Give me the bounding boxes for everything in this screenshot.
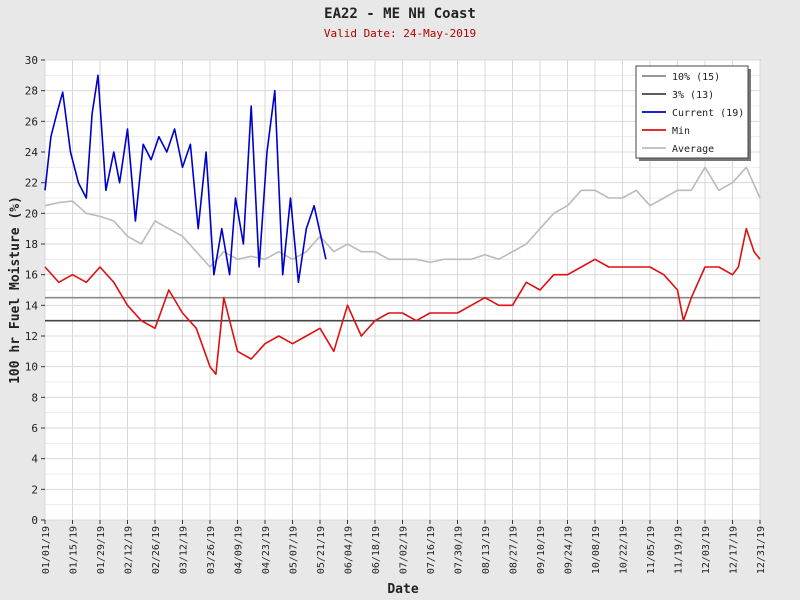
x-tick-label: 07/02/19 bbox=[399, 526, 410, 574]
x-tick-label: 07/30/19 bbox=[454, 526, 465, 574]
legend-label: Current (19) bbox=[672, 108, 744, 119]
x-tick-label: 02/12/19 bbox=[124, 526, 135, 574]
x-axis: 01/01/19 01/15/19 01/29/19 02/12/19 02/26/19… bbox=[41, 520, 767, 574]
series-average-line bbox=[44, 166, 761, 268]
x-tick-label: 01/01/19 bbox=[41, 526, 52, 574]
x-tick-label: 07/16/19 bbox=[426, 526, 437, 574]
y-tick-label: 28 bbox=[25, 85, 38, 98]
y-tick-label: 20 bbox=[25, 207, 38, 220]
y-tick-label: 30 bbox=[25, 54, 38, 67]
series-min-line bbox=[44, 227, 761, 376]
y-tick-label: 22 bbox=[25, 177, 38, 190]
y-tick-label: 6 bbox=[31, 422, 38, 435]
legend-label: Average bbox=[672, 144, 714, 155]
y-tick-label: 14 bbox=[25, 299, 39, 312]
x-tick-label: 12/17/19 bbox=[729, 526, 740, 574]
x-tick-label: 04/23/19 bbox=[261, 526, 272, 574]
x-tick-label: 01/29/19 bbox=[96, 526, 107, 574]
chart-title: EA22 - ME NH Coast bbox=[324, 6, 476, 22]
x-tick-label: 12/31/19 bbox=[756, 526, 767, 574]
legend: 10% (15) 3% (13) Current (19) Min Average bbox=[635, 65, 751, 161]
x-tick-label: 06/04/19 bbox=[344, 526, 355, 574]
reference-lines bbox=[45, 296, 760, 322]
x-tick-label: 09/10/19 bbox=[536, 526, 547, 574]
x-tick-label: 04/09/19 bbox=[234, 526, 245, 574]
x-tick-label: 06/18/19 bbox=[371, 526, 382, 574]
x-tick-label: 05/07/19 bbox=[289, 526, 300, 574]
x-tick-label: 11/19/19 bbox=[674, 526, 685, 574]
x-tick-label: 01/15/19 bbox=[69, 526, 80, 574]
y-tick-label: 4 bbox=[31, 453, 38, 466]
x-tick-label: 02/26/19 bbox=[151, 526, 162, 574]
y-tick-label: 2 bbox=[31, 483, 38, 496]
x-tick-label: 08/13/19 bbox=[481, 526, 492, 574]
legend-label: 10% (15) bbox=[672, 72, 720, 83]
series-current-line bbox=[44, 74, 327, 284]
x-axis-label: Date bbox=[387, 582, 418, 597]
y-tick-label: 12 bbox=[25, 330, 38, 343]
x-tick-label: 03/26/19 bbox=[206, 526, 217, 574]
y-tick-label: 18 bbox=[25, 238, 38, 251]
y-tick-label: 0 bbox=[31, 514, 38, 527]
legend-label: 3% (13) bbox=[672, 90, 714, 101]
x-tick-label: 03/12/19 bbox=[179, 526, 190, 574]
x-tick-label: 09/24/19 bbox=[564, 526, 575, 574]
y-tick-label: 16 bbox=[25, 269, 38, 282]
series-group bbox=[44, 74, 761, 376]
x-tick-label: 10/22/19 bbox=[619, 526, 630, 574]
x-tick-label: 08/27/19 bbox=[509, 526, 520, 574]
legend-label: Min bbox=[672, 126, 690, 137]
x-tick-label: 11/05/19 bbox=[646, 526, 657, 574]
y-tick-label: 10 bbox=[25, 361, 38, 374]
x-tick-label: 05/21/19 bbox=[316, 526, 327, 574]
y-tick-label: 26 bbox=[25, 115, 38, 128]
chart-subtitle: Valid Date: 24-May-2019 bbox=[323, 27, 477, 40]
x-tick-label: 10/08/19 bbox=[591, 526, 602, 574]
y-tick-label: 8 bbox=[31, 391, 38, 404]
grid bbox=[44, 59, 761, 521]
y-axis-label: 100 hr Fuel Moisture (%) bbox=[8, 196, 23, 384]
y-tick-label: 24 bbox=[25, 146, 39, 159]
x-tick-label: 12/03/19 bbox=[701, 526, 712, 574]
